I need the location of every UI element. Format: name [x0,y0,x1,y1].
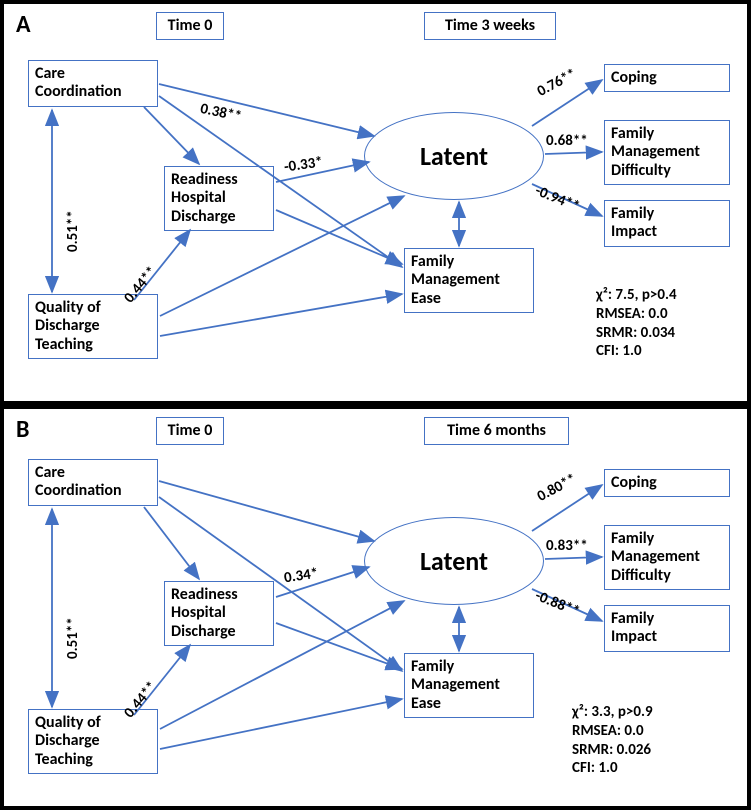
family-management-ease-node-b: FamilyManagementEase [404,653,534,718]
panel-a-letter: A [16,10,31,39]
latent-node-b: Latent [364,517,544,605]
coef-latent-fmd: 0.68** [546,132,588,150]
coef-rhd-latent-b: 0.34* [283,565,319,588]
time1-label: Time 3 weeks [424,12,556,40]
readiness-node-b: ReadinessHospitalDischarge [164,581,274,646]
fit-a-cfi: CFI: 1.0 [596,342,677,361]
fit-a-rmsea: RMSEA: 0.0 [596,305,677,324]
fit-a: χ²: 7.5, p>0.4 RMSEA: 0.0 SRMR: 0.034 CF… [596,286,677,361]
family-management-difficulty-node-b: FamilyManagementDifficulty [604,525,730,590]
latent-node: Latent [364,112,544,200]
coef-latent-coping: 0.76** [534,65,579,101]
family-management-ease-node: FamilyManagementEase [404,248,534,313]
fit-b-chi2: χ²: 3.3, p>0.9 [572,703,653,722]
time0-label-b: Time 0 [156,417,224,445]
quality-discharge-teaching-node-b: Quality ofDischargeTeaching [28,709,158,774]
coef-cc-latent: 0.38** [199,100,244,126]
fit-b-srmr: SRMR: 0.026 [572,741,653,760]
panel-b-letter: B [16,415,29,444]
coef-latent-fi-b: -0.88** [532,587,582,621]
coping-node-b: Coping [604,469,730,497]
quality-discharge-teaching-node: Quality ofDischargeTeaching [28,294,158,359]
family-management-difficulty-node: FamilyManagementDifficulty [604,120,730,185]
panel-b: B Time 0 Time 6 months CareCoordination … [0,405,751,810]
fit-b-cfi: CFI: 1.0 [572,759,653,778]
time0-label: Time 0 [156,12,224,40]
fit-a-srmr: SRMR: 0.034 [596,324,677,343]
time1-label-b: Time 6 months [424,417,569,445]
coping-node: Coping [604,64,730,92]
coef-cc-qdt-b: 0.51** [64,617,82,659]
figure: A Time 0 Time 3 weeks CareCoordination Q… [0,0,751,810]
fit-a-chi2: χ²: 7.5, p>0.4 [596,286,677,305]
coef-latent-coping-b: 0.80** [534,470,579,506]
fit-b: χ²: 3.3, p>0.9 RMSEA: 0.0 SRMR: 0.026 CF… [572,703,653,778]
coef-cc-qdt: 0.51** [64,210,82,252]
family-impact-node-b: FamilyImpact [604,605,730,652]
fit-b-rmsea: RMSEA: 0.0 [572,722,653,741]
care-coordination-node: CareCoordination [28,60,158,107]
readiness-node: ReadinessHospitalDischarge [164,166,274,231]
coef-latent-fi: -0.94** [532,182,582,216]
panel-a: A Time 0 Time 3 weeks CareCoordination Q… [0,0,751,405]
care-coordination-node-b: CareCoordination [28,459,158,506]
coef-latent-fmd-b: 0.83** [546,537,588,555]
family-impact-node: FamilyImpact [604,200,730,247]
coef-rhd-latent: -0.33* [283,153,324,176]
